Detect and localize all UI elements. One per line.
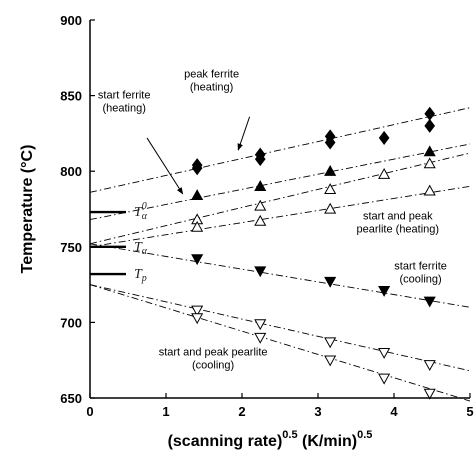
fit-line [89, 284, 471, 372]
data-point [423, 388, 436, 400]
data-point [423, 184, 436, 196]
data-point [191, 161, 203, 176]
data-point [324, 337, 337, 349]
data-point [254, 152, 266, 167]
fit-lines [89, 107, 471, 402]
data-point [324, 135, 336, 150]
data-point [423, 145, 436, 157]
x-tick-label: 3 [314, 404, 321, 419]
y-tick-label: 750 [60, 240, 82, 255]
data-point [254, 214, 267, 226]
data-point [191, 313, 204, 325]
reference-levels: T0 α Tα Tp [90, 201, 148, 284]
data-point [378, 285, 391, 297]
fit-line [89, 143, 471, 221]
data-point [424, 106, 436, 121]
data-point [254, 199, 267, 211]
y-tick-label: 850 [60, 89, 82, 104]
annotation-label: peak ferrite (heating) [184, 68, 239, 93]
x-tick-label: 4 [390, 404, 398, 419]
data-point [424, 118, 436, 133]
fit-line [89, 152, 471, 245]
y-tick-label: 800 [60, 164, 82, 179]
data-point [191, 189, 204, 201]
data-point [191, 220, 204, 232]
data-point [324, 164, 337, 176]
fit-line [89, 107, 471, 193]
data-point [191, 305, 204, 317]
data-point [254, 332, 267, 344]
fit-line [89, 284, 471, 402]
annotation-label: start ferrite (cooling) [394, 260, 447, 285]
annotation-arrow [146, 137, 184, 195]
data-point [423, 296, 436, 308]
fit-line [89, 185, 471, 248]
reference-symbol: Tp [134, 267, 147, 284]
annotation-label: start ferrite (heating) [98, 90, 151, 115]
data-point [324, 202, 337, 214]
x-tick-label: 5 [466, 404, 473, 419]
data-point [254, 319, 267, 331]
axes: 650 700 750 800 850 900 0 1 2 3 4 5 Temperature (°C)… [19, 13, 474, 450]
data-point [423, 157, 436, 169]
annotation-label: start and peak pearlite (heating) [357, 211, 440, 236]
y-axis-label: Temperature (°C) [19, 145, 36, 274]
data-point [324, 355, 337, 367]
y-tick-label: 700 [60, 315, 82, 330]
data-point [254, 266, 267, 278]
data-point [191, 254, 204, 266]
annotation-label: start and peak pearlite (cooling) [159, 347, 268, 372]
x-tick-label: 0 [86, 404, 93, 419]
x-tick-label: 1 [162, 404, 169, 419]
y-tick-label: 900 [60, 13, 82, 28]
data-point [378, 373, 391, 385]
data-point [378, 167, 391, 179]
annotations: peak ferrite (heating) start ferrite (heati… [98, 68, 447, 371]
x-tick-label: 2 [238, 404, 245, 419]
data-point [324, 183, 337, 195]
data-points [191, 106, 436, 400]
data-point [378, 130, 390, 145]
data-point [254, 180, 267, 191]
annotation-arrow [237, 116, 251, 151]
reference-symbol: Tα [134, 240, 148, 257]
reference-symbol: T0 α [134, 201, 148, 222]
data-point [378, 347, 391, 359]
fit-line [89, 243, 471, 308]
data-point [324, 276, 337, 288]
y-tick-label: 650 [60, 391, 82, 406]
x-axis-label: (scanning rate)0.5 (K/min)0.5 [168, 429, 373, 450]
data-point [423, 360, 436, 371]
